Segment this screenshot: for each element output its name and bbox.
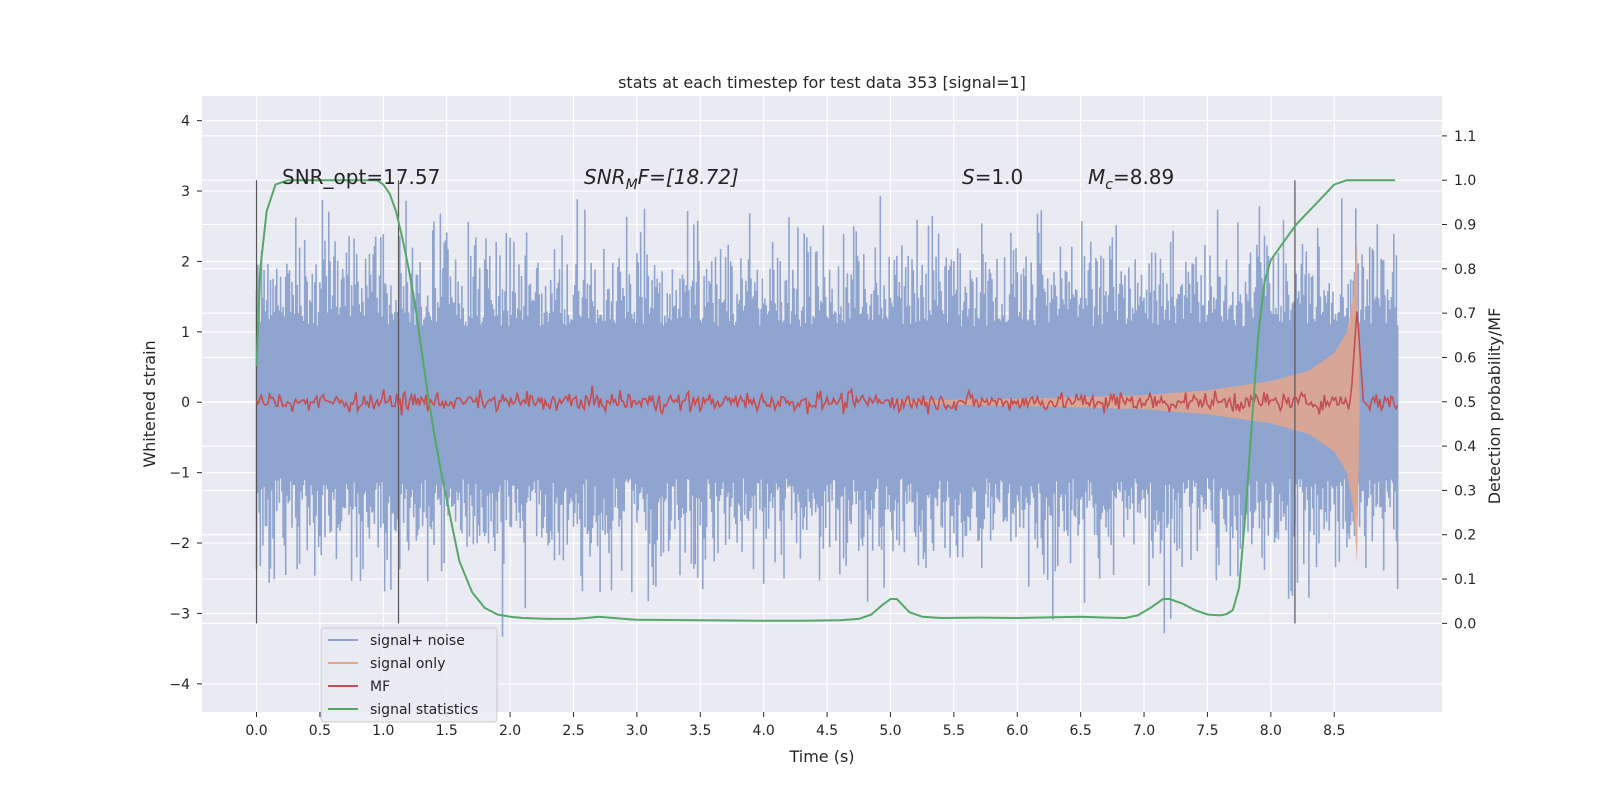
x-tick-label: 3.0 bbox=[626, 723, 648, 739]
x-tick-label: 3.5 bbox=[689, 723, 711, 739]
x-tick-label: 7.0 bbox=[1133, 723, 1155, 739]
annotation-s: S=1.0 bbox=[962, 165, 1023, 189]
x-axis-label: Time (s) bbox=[788, 747, 854, 766]
signal-statistics-line bbox=[255, 179, 1396, 622]
annotation-mc: Mc=8.89 bbox=[1088, 165, 1174, 193]
y-left-tick-label: −2 bbox=[169, 536, 190, 552]
y-right-tick-label: 0.9 bbox=[1454, 218, 1476, 234]
x-tick-label: 5.5 bbox=[943, 723, 965, 739]
x-tick-label: 7.5 bbox=[1196, 723, 1218, 739]
x-tick-label: 8.0 bbox=[1260, 723, 1282, 739]
ticks: 0.0 0.5 1.0 1.5 2.0 2.5 3.0 3.5 4.0 4.5 5.0 5.5 6.0 6… bbox=[169, 114, 1476, 739]
y-left-tick-label: 1 bbox=[181, 325, 190, 341]
x-tick-label: 0.5 bbox=[309, 723, 331, 739]
x-tick-label: 2.0 bbox=[499, 723, 521, 739]
y-right-tick-label: 0.6 bbox=[1454, 350, 1476, 366]
x-tick-label: 2.5 bbox=[562, 723, 584, 739]
legend-label-signal-statistics: signal statistics bbox=[370, 702, 478, 718]
y-right-tick-label: 0.4 bbox=[1454, 439, 1476, 455]
x-tick-label: 8.5 bbox=[1323, 723, 1345, 739]
annotation-snr-opt: SNR_opt=17.57 bbox=[282, 165, 440, 189]
y-right-tick-label: 0.3 bbox=[1454, 483, 1476, 499]
plot-area bbox=[255, 179, 1399, 637]
x-tick-label: 6.5 bbox=[1070, 723, 1092, 739]
legend-label-signal-only: signal only bbox=[370, 656, 445, 672]
y-right-tick-label: 0.8 bbox=[1454, 262, 1476, 278]
legend: signal+ noise signal only MF signal stat… bbox=[320, 627, 498, 723]
y-left-tick-label: 2 bbox=[181, 254, 190, 270]
y-left-tick-label: −3 bbox=[169, 606, 190, 622]
x-tick-label: 5.0 bbox=[879, 723, 901, 739]
legend-label-mf: MF bbox=[370, 679, 390, 695]
x-tick-label: 4.0 bbox=[753, 723, 775, 739]
series-mf bbox=[255, 311, 1399, 416]
legend-box bbox=[320, 627, 498, 723]
x-tick-label: 6.0 bbox=[1006, 723, 1028, 739]
y-right-tick-label: 0.0 bbox=[1454, 616, 1476, 632]
x-tick-label: 0.0 bbox=[245, 723, 267, 739]
y-right-tick-label: 0.2 bbox=[1454, 528, 1476, 544]
x-tick-label: 4.5 bbox=[816, 723, 838, 739]
chart-title: stats at each timestep for test data 353… bbox=[618, 73, 1026, 92]
annotation-snr-mf: SNRMF=[18.72] bbox=[584, 165, 739, 193]
y-right-tick-label: 0.7 bbox=[1454, 306, 1476, 322]
y-left-tick-label: 3 bbox=[181, 184, 190, 200]
mf-line bbox=[255, 311, 1399, 416]
y-left-tick-label: −1 bbox=[169, 466, 190, 482]
y-right-tick-label: 1.0 bbox=[1454, 173, 1476, 189]
x-tick-label: 1.5 bbox=[436, 723, 458, 739]
x-tick-label: 1.0 bbox=[372, 723, 394, 739]
y-left-tick-label: −4 bbox=[169, 677, 190, 693]
y-right-tick-label: 0.1 bbox=[1454, 572, 1476, 588]
y-left-tick-label: 0 bbox=[181, 395, 190, 411]
series-signal-statistics bbox=[255, 179, 1396, 622]
y-axis-right-label: Detection probability/MF bbox=[1485, 308, 1504, 505]
y-axis-left-label: Whitened strain bbox=[140, 340, 159, 467]
y-right-tick-label: 0.5 bbox=[1454, 395, 1476, 411]
legend-label-signal-noise: signal+ noise bbox=[370, 633, 465, 649]
y-right-tick-label: 1.1 bbox=[1454, 129, 1476, 145]
y-left-tick-label: 4 bbox=[181, 114, 190, 130]
